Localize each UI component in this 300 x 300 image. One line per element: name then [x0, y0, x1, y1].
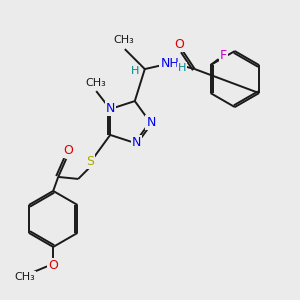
- Text: NH: NH: [160, 57, 179, 70]
- Text: N: N: [132, 136, 142, 149]
- Text: CH₃: CH₃: [15, 272, 36, 282]
- Text: F: F: [220, 49, 227, 62]
- Text: H: H: [130, 66, 139, 76]
- Text: CH₃: CH₃: [86, 78, 106, 88]
- Text: CH₃: CH₃: [113, 35, 134, 45]
- Text: O: O: [174, 38, 184, 51]
- Text: N: N: [106, 102, 115, 115]
- Text: H: H: [178, 63, 186, 73]
- Text: O: O: [48, 260, 58, 272]
- Text: O: O: [63, 144, 73, 158]
- Text: S: S: [86, 155, 94, 168]
- Text: N: N: [146, 116, 156, 128]
